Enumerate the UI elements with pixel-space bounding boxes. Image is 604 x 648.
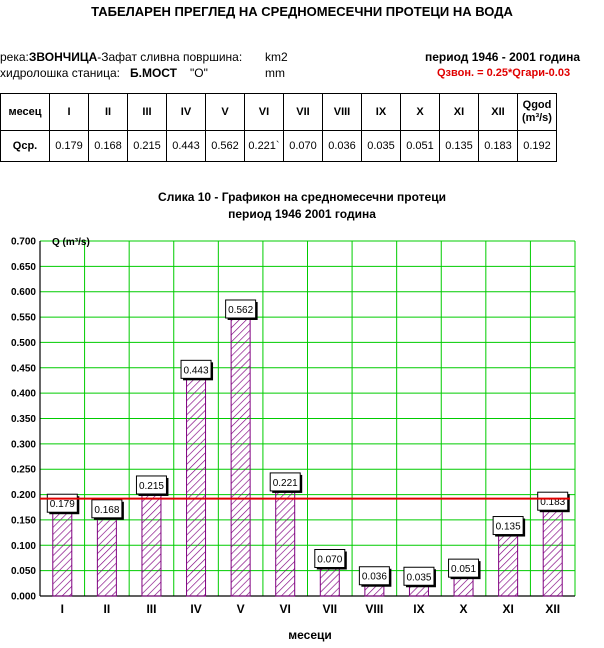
data-label-box — [537, 491, 569, 511]
month-header: III — [127, 93, 167, 131]
x-tick-label: VI — [280, 602, 291, 616]
y-tick-label: 0.250 — [11, 465, 36, 476]
data-label: 0.443 — [184, 365, 209, 376]
bar — [275, 483, 296, 597]
month-value: 0.035 — [361, 130, 401, 162]
table-values-row: Qср. 0.179 0.168 0.215 0.443 0.562 0.221… — [0, 130, 557, 162]
period-label: период 1946 - 2001 година — [425, 50, 581, 64]
x-tick-label: IV — [190, 602, 201, 616]
station-prefix: хидролошка станица: — [0, 66, 120, 80]
y-tick-label: 0.050 — [11, 566, 36, 577]
month-header: XII — [478, 93, 518, 131]
river-prefix: река: — [0, 50, 29, 64]
x-tick-label: I — [61, 602, 64, 616]
data-label-box — [358, 566, 390, 586]
value-label-cell: Qср. — [0, 130, 50, 162]
month-header: VII — [283, 93, 323, 131]
y-axis-title: Q (m³/s) — [52, 237, 90, 248]
month-value: 0.221` — [244, 130, 284, 162]
bar — [542, 502, 563, 597]
data-label: 0.168 — [94, 505, 119, 516]
y-tick-label: 0.000 — [11, 592, 36, 603]
y-tick-label: 0.650 — [11, 262, 36, 273]
x-tick-label: III — [146, 602, 156, 616]
y-tick-label: 0.550 — [11, 313, 36, 324]
data-label: 0.215 — [139, 481, 164, 492]
river-info: река:ЗВОНЧИЦА-Зафат сливна површина: — [0, 50, 242, 64]
formula-label: Qзвон. = 0.25*Qгари-0.03 — [437, 67, 571, 79]
bar — [52, 504, 73, 597]
data-label: 0.562 — [228, 305, 253, 316]
data-label: 0.051 — [451, 564, 476, 575]
data-label: 0.070 — [317, 555, 342, 566]
month-value: 0.179 — [49, 130, 89, 162]
y-tick-label: 0.500 — [11, 338, 36, 349]
y-tick-label: 0.200 — [11, 490, 36, 501]
data-label: 0.221 — [273, 478, 298, 489]
y-tick-label: 0.450 — [11, 363, 36, 374]
bar — [96, 510, 117, 597]
data-label: 0.135 — [496, 522, 521, 533]
x-axis-title: месеци — [288, 628, 332, 642]
data-label-box — [269, 472, 301, 492]
river-name: ЗВОНЧИЦА — [28, 50, 98, 64]
x-tick-label: X — [460, 602, 468, 616]
x-tick-label: VII — [322, 602, 337, 616]
month-value: 0.443 — [166, 130, 206, 162]
station-code: "O" — [190, 66, 208, 80]
data-label: 0.179 — [50, 499, 75, 510]
x-tick-label: XI — [502, 602, 513, 616]
bar — [498, 527, 519, 597]
y-tick-label: 0.150 — [11, 515, 36, 526]
month-header: VIII — [322, 93, 362, 131]
station-name: Б.МОСТ — [130, 66, 177, 80]
river-suffix: -Зафат сливна површина: — [97, 50, 243, 64]
y-tick-label: 0.400 — [11, 389, 36, 400]
data-label: 0.183 — [540, 497, 565, 508]
annual-unit: (m³/s) — [522, 112, 552, 124]
annual-label: Qgod — [522, 99, 552, 111]
flow-table: месец I II III IV V VI VII VIII IX X XI … — [0, 93, 557, 162]
month-value: 0.135 — [439, 130, 479, 162]
data-label-box — [403, 566, 435, 586]
chart-subtitle: период 1946 2001 година — [228, 207, 376, 221]
month-header: I — [49, 93, 89, 131]
bar — [230, 310, 251, 597]
y-tick-label: 0.100 — [11, 541, 36, 552]
data-label-box — [135, 475, 167, 495]
chart-title: Слика 10 - Графикон на средномесечни про… — [158, 190, 446, 204]
bar — [141, 486, 162, 597]
data-label-box — [492, 516, 524, 536]
month-header: V — [205, 93, 245, 131]
bar — [186, 370, 207, 597]
month-header: II — [88, 93, 128, 131]
annual-value: 0.192 — [517, 130, 557, 162]
data-label-box — [448, 558, 480, 578]
rain-unit: mm — [265, 66, 285, 80]
x-tick-label: IX — [413, 602, 424, 616]
data-label-box — [91, 499, 123, 519]
page-title: ТАБЕЛАРЕН ПРЕГЛЕД НА СРЕДНОМЕСЕЧНИ ПРОТЕ… — [91, 4, 513, 19]
x-tick-label: II — [104, 602, 111, 616]
x-tick-label: V — [237, 602, 245, 616]
row-header-cell: месец — [0, 93, 50, 131]
data-label: 0.035 — [406, 572, 431, 583]
y-tick-label: 0.350 — [11, 414, 36, 425]
x-tick-label: XII — [545, 602, 560, 616]
y-tick-label: 0.600 — [11, 287, 36, 298]
data-label: 0.036 — [362, 572, 387, 583]
area-unit: km2 — [265, 50, 288, 64]
data-label-box — [180, 359, 212, 379]
data-label-box — [225, 299, 257, 319]
data-label-box — [314, 549, 346, 568]
annual-header: Qgod (m³/s) — [517, 93, 557, 131]
month-header: X — [400, 93, 440, 131]
chart-title-block: Слика 10 - Графикон на средномесечни про… — [0, 189, 604, 223]
y-tick-label: 0.700 — [11, 237, 36, 248]
x-tick-label: VIII — [365, 602, 383, 616]
month-value: 0.215 — [127, 130, 167, 162]
y-tick-label: 0.300 — [11, 439, 36, 450]
month-header: VI — [244, 93, 284, 131]
